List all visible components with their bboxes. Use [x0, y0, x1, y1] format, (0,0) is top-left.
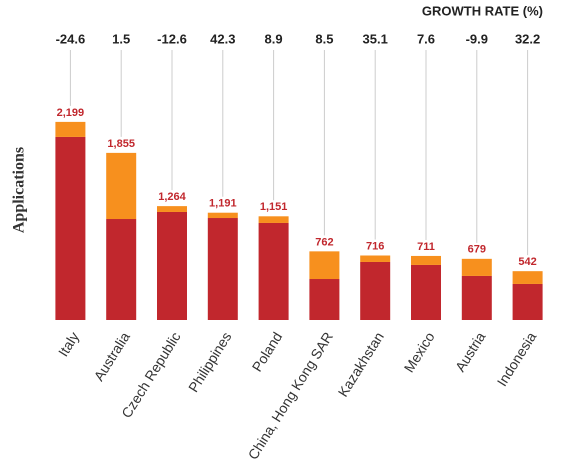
x-tick-label: Austria — [452, 329, 489, 375]
y-axis-label: Applications — [11, 147, 28, 233]
bar-segment — [157, 206, 187, 212]
growth-rate: -12.6 — [157, 31, 187, 46]
bar-segment — [106, 219, 137, 320]
bar-segment — [106, 152, 137, 220]
x-tick-label: Philippines — [185, 329, 234, 395]
x-tick-label: Indonesia — [494, 329, 540, 389]
bar-segment — [411, 255, 441, 265]
bar-segment — [207, 218, 238, 320]
growth-rate: 1.5 — [112, 31, 130, 46]
total-label: 2,199 — [57, 107, 85, 119]
bar-segment — [512, 271, 543, 284]
total-label: 711 — [417, 241, 435, 253]
x-tick-label: Kazakhstan — [335, 329, 387, 400]
bar-segment — [309, 279, 340, 320]
bar-segment — [411, 264, 441, 320]
bar-segment — [258, 216, 289, 223]
growth-rate: -24.6 — [56, 31, 86, 46]
total-label: 1,264 — [158, 191, 186, 203]
x-tick-label: Mexico — [401, 329, 438, 375]
bar-segment — [461, 258, 492, 276]
growth-rate: 8.5 — [315, 31, 333, 46]
bar-segment — [157, 211, 187, 320]
growth-rate: 7.6 — [417, 31, 435, 46]
growth-rate: 42.3 — [210, 31, 235, 46]
growth-rate: 8.9 — [265, 31, 283, 46]
bar-segment — [360, 255, 391, 262]
total-label: 762 — [315, 236, 333, 248]
total-label: 1,151 — [260, 201, 288, 213]
growth-rate: -9.9 — [466, 31, 488, 46]
total-label: 542 — [518, 256, 536, 268]
total-label: 716 — [366, 240, 384, 252]
total-label: 1,855 — [107, 138, 135, 150]
total-label: 679 — [468, 244, 486, 256]
bar-segment — [461, 275, 492, 320]
bar-segment — [207, 212, 238, 219]
bar-segment — [55, 136, 86, 320]
bar-segment — [258, 222, 289, 320]
total-label: 1,191 — [209, 198, 237, 210]
x-tick-label: Poland — [249, 329, 286, 374]
bar-segment — [55, 121, 86, 137]
x-tick-label: Australia — [90, 329, 133, 384]
bar-segment — [360, 261, 391, 320]
bar-segment — [309, 251, 340, 280]
x-tick-label: Italy — [55, 329, 82, 359]
growth-rate: 32.2 — [515, 31, 540, 46]
growth-rate: 35.1 — [363, 31, 388, 46]
bar-segment — [512, 283, 543, 320]
growth-rate-title: GROWTH RATE (%) — [422, 3, 543, 18]
